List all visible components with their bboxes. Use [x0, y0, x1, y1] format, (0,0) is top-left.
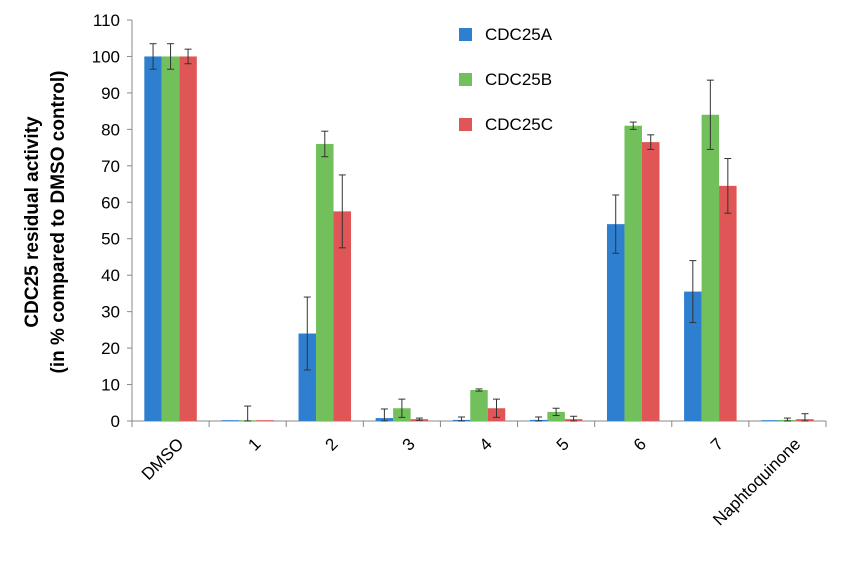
- y-tick-label: 80: [101, 120, 120, 139]
- error-bar-cdc25a-3: [380, 408, 388, 422]
- x-tick-label: DMSO: [138, 434, 187, 483]
- error-bar-cdc25b-6: [629, 121, 637, 130]
- bar-cdc25a-6: [606, 224, 625, 421]
- legend-label-cdc25a: CDC25A: [485, 25, 553, 44]
- bar-cdc25b-7: [701, 114, 720, 422]
- y-axis-title-line-1: CDC25 residual activity: [22, 116, 43, 328]
- error-bar-cdc25c-2: [338, 174, 346, 249]
- bar-cdc25a-8: [761, 420, 779, 421]
- error-bar-cdc25c-8: [801, 413, 809, 422]
- y-axis-title: CDC25 residual activity (in % compared t…: [22, 71, 69, 374]
- bar-cdc25b-6: [624, 125, 642, 421]
- bar-cdc25c-2: [333, 211, 352, 421]
- y-tick-label: 100: [92, 47, 120, 66]
- bar-cdc25b-2: [316, 143, 334, 422]
- error-bar-cdc25a-2: [303, 296, 311, 371]
- y-axis-title-line-2: (in % compared to DMSO control): [48, 71, 69, 374]
- y-tick-label: 60: [101, 193, 120, 212]
- error-bar-cdc25a-5: [535, 416, 543, 422]
- error-bar-cdc25a-6: [612, 194, 620, 254]
- legend-swatch-cdc25c: [459, 118, 472, 131]
- error-bar-cdc25a-4: [458, 416, 465, 422]
- error-bar-cdc25c-0: [184, 48, 192, 65]
- bar-cdc25c-6: [641, 142, 660, 421]
- bar-cdc25c-1: [256, 420, 274, 421]
- error-bars-group: [149, 43, 809, 422]
- bar-series-group: [144, 56, 814, 422]
- bar-cdc25a-0: [144, 56, 162, 422]
- bar-cdc25b-5: [547, 411, 565, 421]
- x-tick-label: 4: [476, 434, 496, 454]
- error-bar-cdc25b-2: [321, 130, 329, 158]
- error-bar-cdc25b-7: [706, 79, 714, 150]
- y-tick-label: 30: [101, 303, 120, 322]
- y-tick-label: 90: [101, 84, 120, 103]
- error-bar-cdc25c-3: [415, 417, 423, 421]
- y-tick-label: 0: [111, 412, 120, 431]
- y-tick-label: 10: [101, 376, 120, 395]
- error-bar-cdc25c-7: [724, 158, 732, 214]
- bar-cdc25a-7: [684, 291, 702, 421]
- y-tick-label: 40: [101, 266, 120, 285]
- error-bar-cdc25b-5: [552, 407, 560, 417]
- y-tick-label: 70: [101, 157, 120, 176]
- x-tick-label: 5: [553, 434, 573, 454]
- bar-cdc25a-2: [298, 333, 317, 421]
- error-bar-cdc25a-7: [689, 260, 697, 324]
- bar-cdc25c-0: [179, 56, 197, 422]
- bar-cdc25c-7: [719, 185, 737, 421]
- x-tick-label: 2: [321, 434, 341, 454]
- legend-swatch-cdc25b: [459, 73, 472, 86]
- y-axis: 0 10 20 30 40 50 60 70 80 90 100 110: [92, 11, 133, 431]
- legend-label-cdc25c: CDC25C: [485, 115, 553, 134]
- error-bar-cdc25b-1: [244, 405, 252, 422]
- error-bar-cdc25b-4: [475, 388, 483, 392]
- legend-swatch-cdc25a: [459, 28, 472, 41]
- error-bar-cdc25b-8: [783, 417, 791, 422]
- x-tick-label: 7: [707, 434, 727, 454]
- legend: CDC25A CDC25B CDC25C: [459, 25, 553, 134]
- bar-cdc25b-0: [161, 56, 180, 422]
- y-tick-label: 50: [101, 230, 120, 249]
- bar-cdc25b-4: [470, 390, 488, 421]
- legend-label-cdc25b: CDC25B: [485, 70, 552, 89]
- error-bar-cdc25b-0: [167, 43, 175, 70]
- x-tick-label: 3: [399, 434, 419, 454]
- y-tick-label: 110: [93, 11, 120, 30]
- error-bar-cdc25c-5: [570, 415, 578, 422]
- error-bar-cdc25a-0: [149, 43, 157, 70]
- x-tick-label: 1: [244, 434, 264, 454]
- error-bar-cdc25b-3: [398, 398, 406, 418]
- bar-cdc25a-1: [221, 420, 239, 421]
- x-tick-label: 6: [630, 434, 650, 454]
- error-bar-cdc25c-4: [493, 398, 500, 418]
- y-tick-label: 20: [101, 339, 120, 358]
- error-bar-cdc25c-6: [647, 134, 655, 150]
